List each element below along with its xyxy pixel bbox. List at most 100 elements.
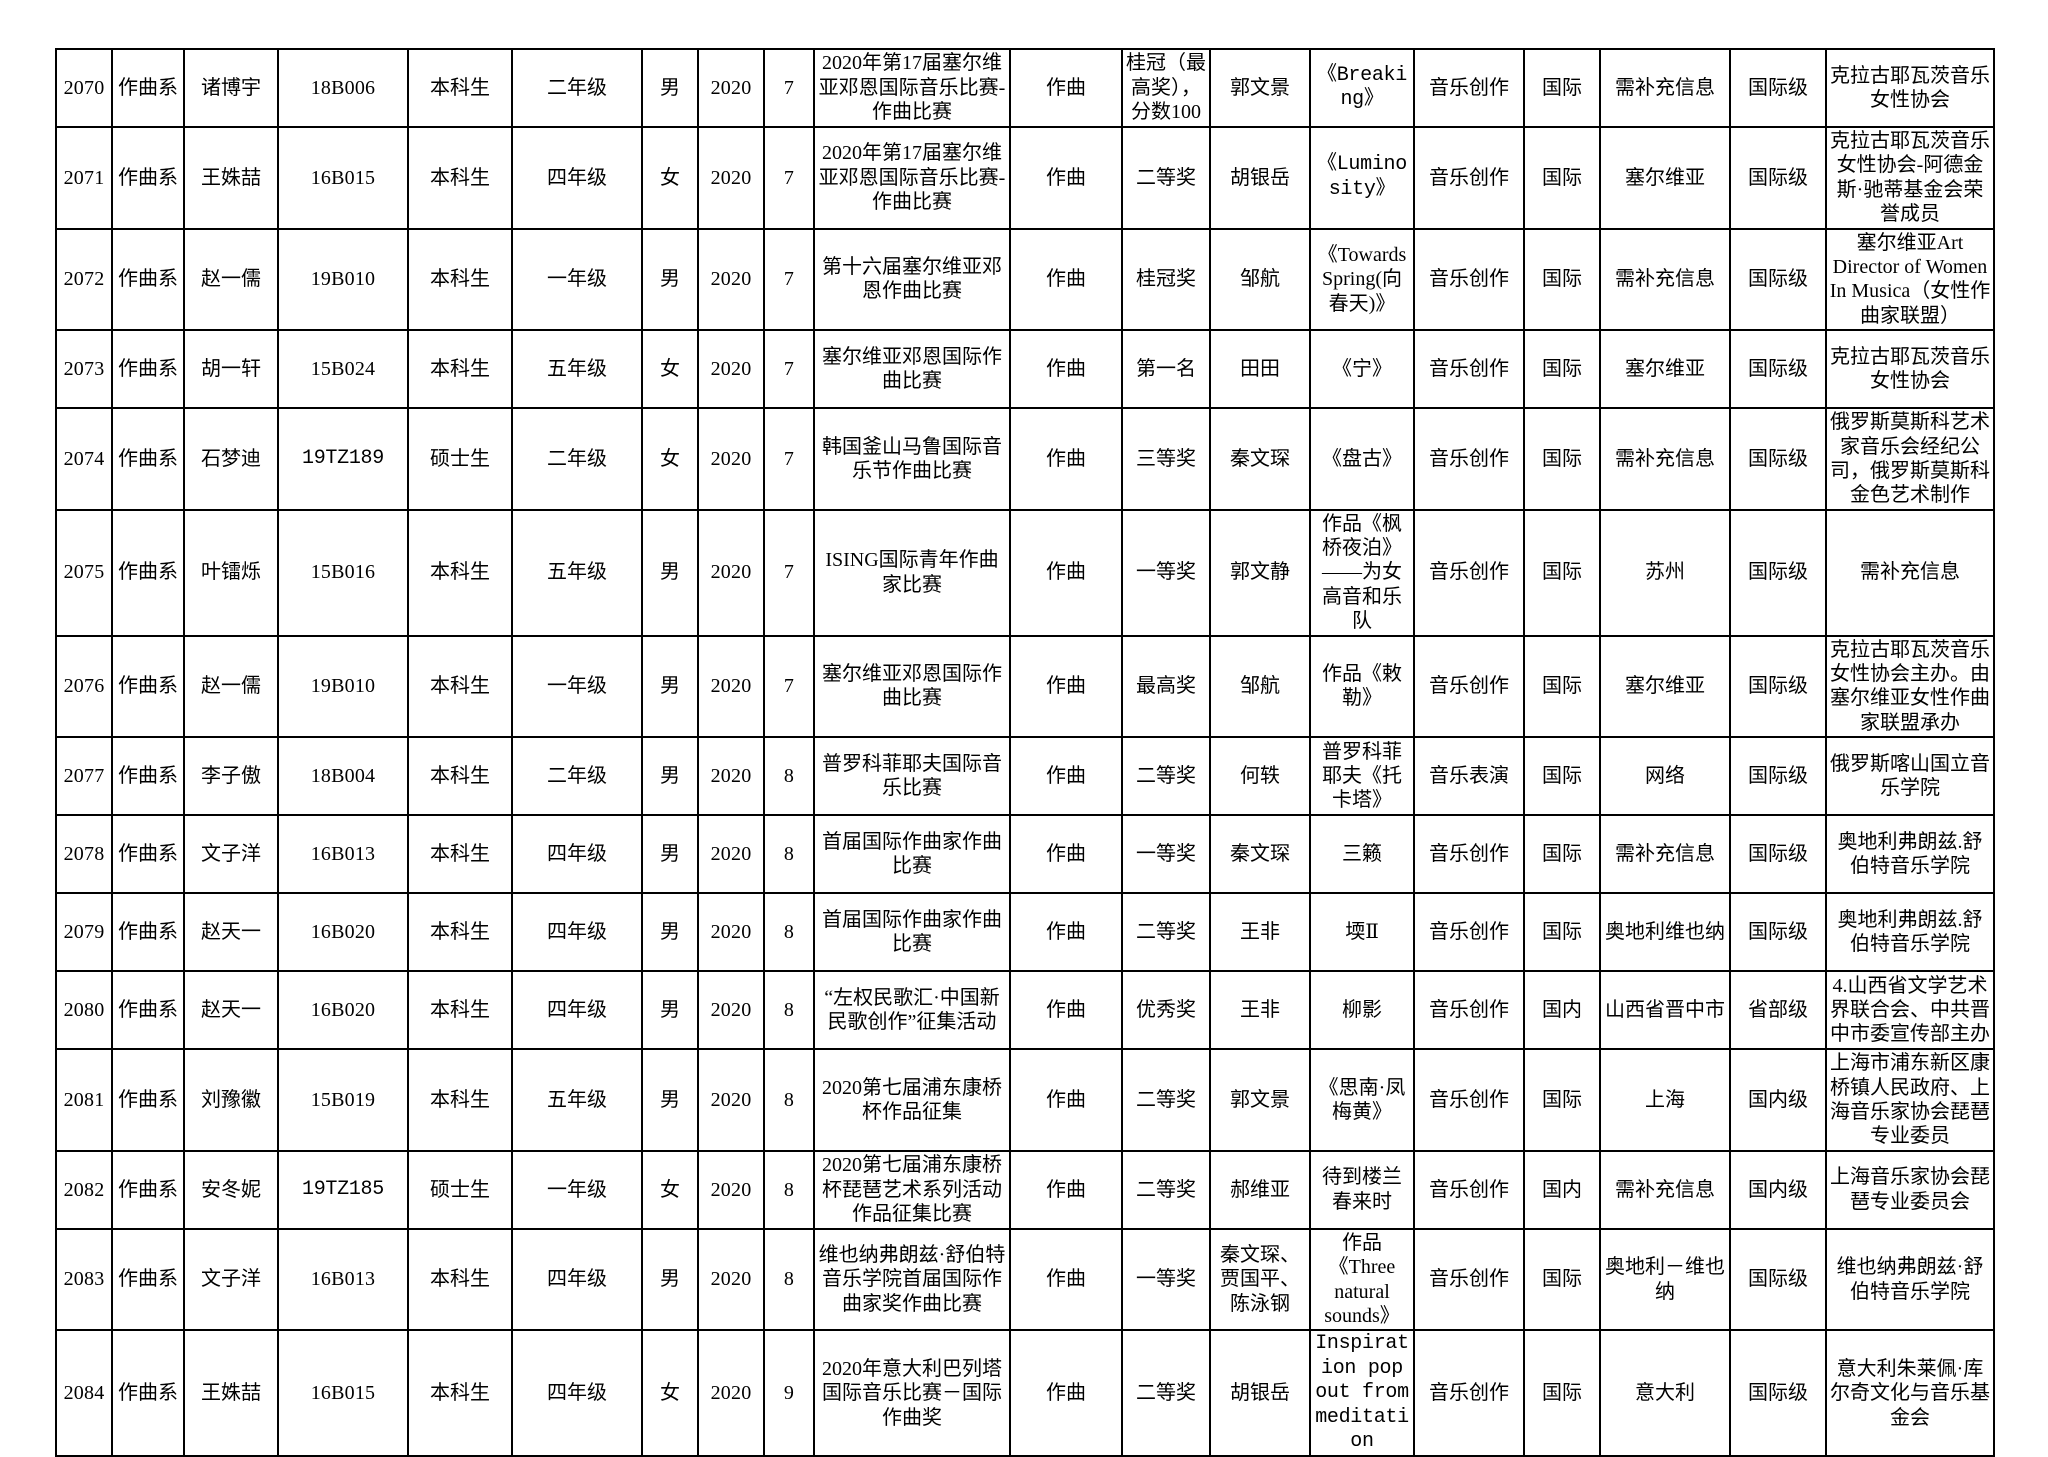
cell-year: 2020	[697, 48, 765, 128]
cell-name: 赵一儒	[183, 634, 279, 739]
cell-gender: 女	[641, 126, 699, 230]
cell-award: 一等奖	[1121, 1227, 1211, 1332]
table-row: 2075 作曲系 叶镭烁 15B016 本科生 五年级男 2020 7 ISING国际青年作曲家…	[55, 508, 1995, 637]
cell-category: 作曲	[1009, 126, 1123, 230]
cell-student-id: 16B020	[277, 970, 409, 1051]
cell-place: 需补充信息	[1599, 1149, 1731, 1230]
cell-year: 2020	[697, 126, 765, 230]
cell-place: 网络	[1599, 736, 1731, 817]
cell-work: 作品《枫桥夜泊》——为女高音和乐队	[1309, 508, 1415, 637]
cell-month: 8	[763, 736, 815, 817]
cell-organizer: 4.山西省文学艺术界联合会、中共晋中市委宣传部主办	[1825, 970, 1995, 1051]
cell-department: 作曲系	[111, 227, 185, 332]
cell-department: 作曲系	[111, 736, 185, 817]
table-row: 2083 作曲系 文子洋 16B013 本科生 四年级男 2020 8 维也纳弗朗兹·舒伯特音乐…	[55, 1227, 1995, 1332]
cell-organizer: 克拉古耶瓦茨音乐女性协会	[1825, 329, 1995, 410]
cell-gender: 女	[641, 329, 699, 410]
cell-student-id: 16B015	[277, 126, 409, 230]
cell-organizer: 上海市浦东新区康桥镇人民政府、上海音乐家协会琵琶专业委员	[1825, 1048, 1995, 1152]
cell-name: 诸博宇	[183, 48, 279, 128]
cell-category: 作曲	[1009, 634, 1123, 739]
cell-category: 作曲	[1009, 227, 1123, 332]
cell-seq: 2074	[55, 407, 113, 511]
cell-seq: 2078	[55, 814, 113, 895]
cell-advisor: 秦文琛、贾国平、陈泳钢	[1209, 1227, 1311, 1332]
cell-name: 王姝喆	[183, 1329, 279, 1457]
cell-name: 石梦迪	[183, 407, 279, 511]
cell-place: 塞尔维亚	[1599, 126, 1731, 230]
table-row: 2071 作曲系 王姝喆 16B015 本科生 四年级女 2020 7 2020年第17届塞尔维…	[55, 126, 1995, 230]
cell-name: 胡一轩	[183, 329, 279, 410]
cell-seq: 2083	[55, 1227, 113, 1332]
cell-rank: 国内级	[1729, 1149, 1827, 1230]
cell-year: 2020	[697, 1329, 765, 1457]
cell-gender: 女	[641, 1149, 699, 1230]
cell-scope: 国内	[1523, 1149, 1601, 1230]
cell-year: 2020	[697, 814, 765, 895]
table-row: 2081 作曲系 刘豫徽 15B019 本科生 五年级男 2020 8 2020第七届浦东康桥杯…	[55, 1048, 1995, 1152]
cell-competition: 普罗科菲耶夫国际音乐比赛	[813, 736, 1011, 817]
cell-month: 8	[763, 1227, 815, 1332]
cell-award: 第一名	[1121, 329, 1211, 410]
cell-field: 音乐创作	[1413, 227, 1525, 332]
cell-organizer: 克拉古耶瓦茨音乐女性协会主办。由塞尔维亚女性作曲家联盟承办	[1825, 634, 1995, 739]
cell-department: 作曲系	[111, 814, 185, 895]
cell-year: 2020	[697, 1227, 765, 1332]
cell-award: 一等奖	[1121, 508, 1211, 637]
table-row: 2070 作曲系 诸博宇 18B006 本科生 二年级男 2020 7 2020年第17届塞尔维…	[55, 48, 1995, 128]
cell-organizer: 需补充信息	[1825, 508, 1995, 637]
cell-month: 7	[763, 329, 815, 410]
cell-month: 7	[763, 634, 815, 739]
cell-rank: 国际级	[1729, 48, 1827, 128]
cell-month: 7	[763, 407, 815, 511]
cell-organizer: 俄罗斯莫斯科艺术家音乐会经纪公司，俄罗斯莫斯科金色艺术制作	[1825, 407, 1995, 511]
table-row: 2082 作曲系 安冬妮 19TZ185 硕士生 一年级女 2020 8 2020第七届浦东康桥…	[55, 1149, 1995, 1230]
cell-advisor: 郝维亚	[1209, 1149, 1311, 1230]
cell-category: 作曲	[1009, 892, 1123, 973]
cell-scope: 国际	[1523, 814, 1601, 895]
cell-category: 作曲	[1009, 1149, 1123, 1230]
cell-rank: 国际级	[1729, 736, 1827, 817]
cell-work: 普罗科菲耶夫《托卡塔》	[1309, 736, 1415, 817]
cell-student-id: 19TZ189	[277, 407, 409, 511]
cell-department: 作曲系	[111, 892, 185, 973]
cell-grade: 四年级	[511, 126, 643, 230]
cell-category: 作曲	[1009, 736, 1123, 817]
cell-seq: 2071	[55, 126, 113, 230]
table-row: 2077 作曲系 李子傲 18B004 本科生 二年级男 2020 8 普罗科菲耶夫国际音乐比赛…	[55, 736, 1995, 817]
cell-organizer: 克拉古耶瓦茨音乐女性协会	[1825, 48, 1995, 128]
cell-month: 8	[763, 1149, 815, 1230]
cell-student-id: 15B024	[277, 329, 409, 410]
cell-level: 本科生	[407, 970, 513, 1051]
cell-scope: 国际	[1523, 634, 1601, 739]
cell-rank: 国际级	[1729, 407, 1827, 511]
cell-gender: 女	[641, 1329, 699, 1457]
cell-work: 三籁	[1309, 814, 1415, 895]
cell-department: 作曲系	[111, 407, 185, 511]
cell-work: 柳影	[1309, 970, 1415, 1051]
cell-gender: 男	[641, 48, 699, 128]
cell-award: 最高奖	[1121, 634, 1211, 739]
cell-competition: 塞尔维亚邓恩国际作曲比赛	[813, 634, 1011, 739]
cell-gender: 女	[641, 407, 699, 511]
cell-student-id: 16B015	[277, 1329, 409, 1457]
cell-month: 8	[763, 814, 815, 895]
cell-name: 叶镭烁	[183, 508, 279, 637]
cell-grade: 四年级	[511, 970, 643, 1051]
cell-category: 作曲	[1009, 48, 1123, 128]
cell-place: 山西省晋中市	[1599, 970, 1731, 1051]
cell-place: 上海	[1599, 1048, 1731, 1152]
cell-department: 作曲系	[111, 1227, 185, 1332]
cell-advisor: 田田	[1209, 329, 1311, 410]
cell-place: 意大利	[1599, 1329, 1731, 1457]
cell-work: 《宁》	[1309, 329, 1415, 410]
cell-gender: 男	[641, 508, 699, 637]
cell-category: 作曲	[1009, 407, 1123, 511]
cell-place: 需补充信息	[1599, 227, 1731, 332]
cell-field: 音乐创作	[1413, 407, 1525, 511]
cell-competition: 第十六届塞尔维亚邓恩作曲比赛	[813, 227, 1011, 332]
table-row: 2074 作曲系 石梦迪 19TZ189 硕士生 二年级女 2020 7 韩国釜山马鲁国际音乐节…	[55, 407, 1995, 511]
cell-level: 硕士生	[407, 407, 513, 511]
cell-department: 作曲系	[111, 1149, 185, 1230]
cell-place: 塞尔维亚	[1599, 634, 1731, 739]
